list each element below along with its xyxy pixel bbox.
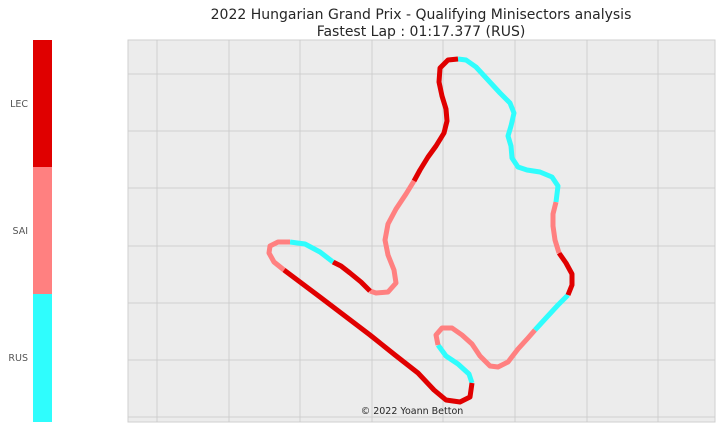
colorbar-segment-rus [33, 294, 52, 422]
colorbar: LEC SAI RUS [8, 40, 52, 422]
minisector-6-rus [457, 56, 561, 203]
colorbar-label-sai: SAI [12, 226, 28, 237]
colorbar-segment-lec [33, 40, 52, 167]
credit-text: © 2022 Yoann Betton [361, 406, 464, 417]
minisector-10-rus [289, 239, 335, 264]
minisector-3-rus [533, 293, 570, 332]
colorbar-segment-sai [33, 167, 52, 294]
plot-area: © 2022 Yoann Betton [127, 39, 716, 423]
minisector-9-lec [331, 259, 372, 293]
minisector-12-lec [282, 268, 475, 405]
chart-subtitle: Fastest Lap : 01:17.377 (RUS) [317, 24, 526, 40]
track-minisectors [266, 56, 575, 405]
minisector-7-lec [411, 56, 459, 183]
chart-title: 2022 Hungarian Grand Prix - Qualifying M… [211, 7, 632, 23]
minisector-8-sai [369, 179, 417, 296]
minisector-2-sai [433, 325, 537, 370]
minisector-4-lec [556, 251, 575, 296]
minisector-11-sai [266, 239, 290, 272]
minisector-1-rus [435, 343, 475, 384]
colorbar-label-rus: RUS [8, 353, 28, 364]
colorbar-label-lec: LEC [10, 99, 28, 110]
plot-background [127, 39, 716, 423]
minisector-5-sai [550, 201, 562, 254]
grid-lines [128, 40, 715, 422]
